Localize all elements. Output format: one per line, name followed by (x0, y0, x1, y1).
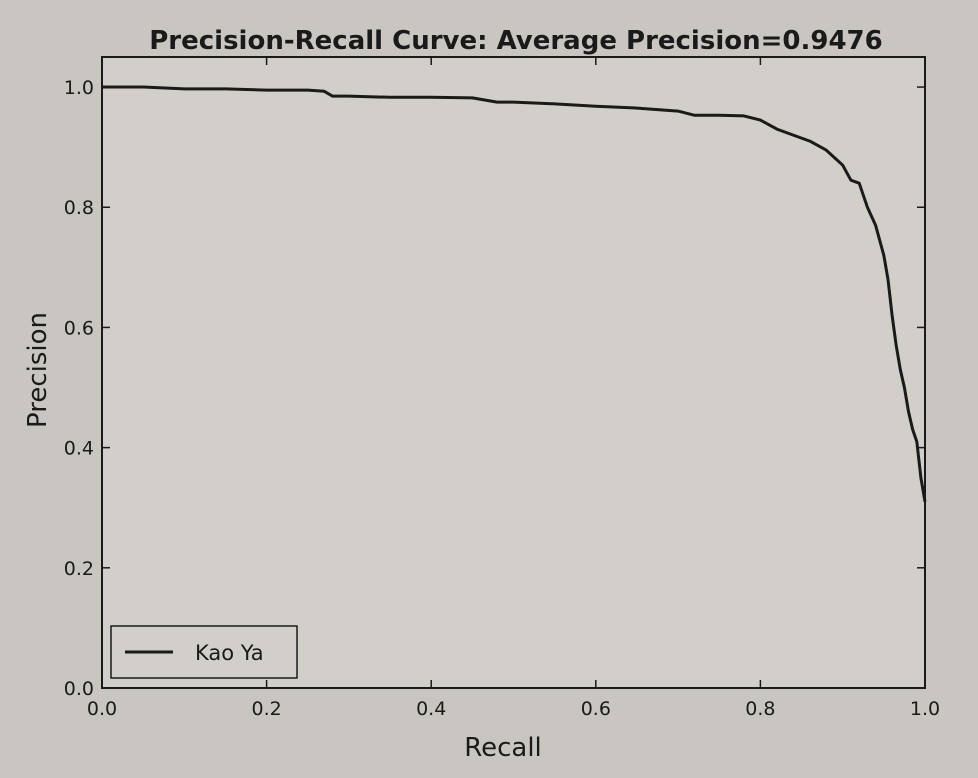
plot-area: 0.0 0.2 0.4 0.6 0.8 1.0 0.0 0.2 0.4 0.6 0.8 1.0 Kao … (64, 56, 940, 720)
plot-frame (101, 56, 926, 689)
y-tick-label-2: 0.4 (64, 438, 94, 460)
y-tick-label-3: 0.6 (64, 317, 94, 339)
x-tick-label-5: 1.0 (910, 698, 940, 720)
x-axis-label: Recall (464, 733, 542, 763)
y-tick-label-0: 0.0 (64, 678, 94, 700)
series-line-0 (102, 85, 927, 502)
y-tick-label-4: 0.8 (64, 197, 94, 219)
plot-background (102, 57, 925, 688)
x-tick-label-3: 0.6 (581, 698, 611, 720)
x-tick-label-0: 0.0 (87, 698, 117, 720)
y-axis-label: Precision (23, 312, 53, 428)
x-tick-label-2: 0.4 (416, 698, 446, 720)
x-tick-label-4: 0.8 (745, 698, 775, 720)
chart-title: Precision-Recall Curve: Average Precisio… (149, 26, 882, 56)
x-tick-label-1: 0.2 (251, 698, 281, 720)
y-tick-label-5: 1.0 (64, 77, 94, 99)
legend-label-0: Kao Ya (195, 641, 264, 665)
y-tick-label-1: 0.2 (64, 558, 94, 580)
